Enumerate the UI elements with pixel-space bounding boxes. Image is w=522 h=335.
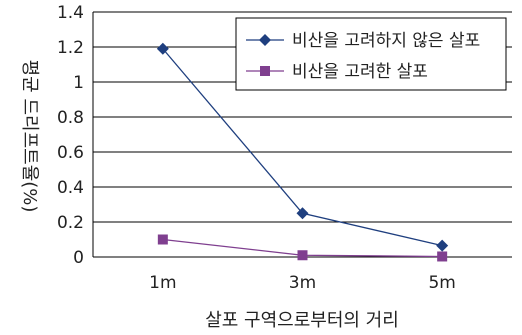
y-tick-label: 0.6 [57, 143, 84, 163]
series-2 [157, 234, 448, 262]
series-1 [156, 42, 449, 252]
legend-marker [259, 34, 271, 46]
x-tick-label: 3m [289, 273, 316, 293]
data-point [296, 207, 309, 220]
series-group [156, 42, 449, 262]
x-tick-label: 1m [149, 273, 176, 293]
y-tick-label: 0 [73, 248, 84, 268]
y-tick-label: 0.8 [57, 108, 84, 128]
legend-label: 비산을 고려한 살포 [292, 62, 428, 82]
legend-label: 비산을 고려하지 않은 살포 [292, 31, 480, 51]
data-point [157, 234, 168, 245]
y-tick-label: 0.4 [57, 178, 84, 198]
data-point [156, 42, 169, 55]
x-tick-label: 5m [428, 273, 455, 293]
y-axis-title: 평균 드리프트율(%) [19, 60, 40, 213]
x-tick-labels: 1m 3m 5m [149, 273, 456, 293]
data-point [437, 251, 448, 262]
y-tick-label: 1.4 [57, 3, 84, 23]
x-axis-title: 살포 구역으로부터의 거리 [205, 310, 399, 331]
y-tick-label: 1.2 [57, 38, 84, 58]
data-point [436, 239, 449, 252]
y-tick-label: 0.2 [57, 213, 84, 233]
legend-box [235, 17, 507, 91]
legend-marker [260, 66, 270, 76]
data-point [297, 250, 308, 261]
y-tick-labels: 0 0.2 0.4 0.6 0.8 1 1.2 1.4 [57, 3, 84, 268]
legend-item-2: 비산을 고려한 살포 [246, 62, 428, 82]
y-tick-label: 1 [73, 73, 84, 93]
legend-item-1: 비산을 고려하지 않은 살포 [246, 31, 480, 51]
